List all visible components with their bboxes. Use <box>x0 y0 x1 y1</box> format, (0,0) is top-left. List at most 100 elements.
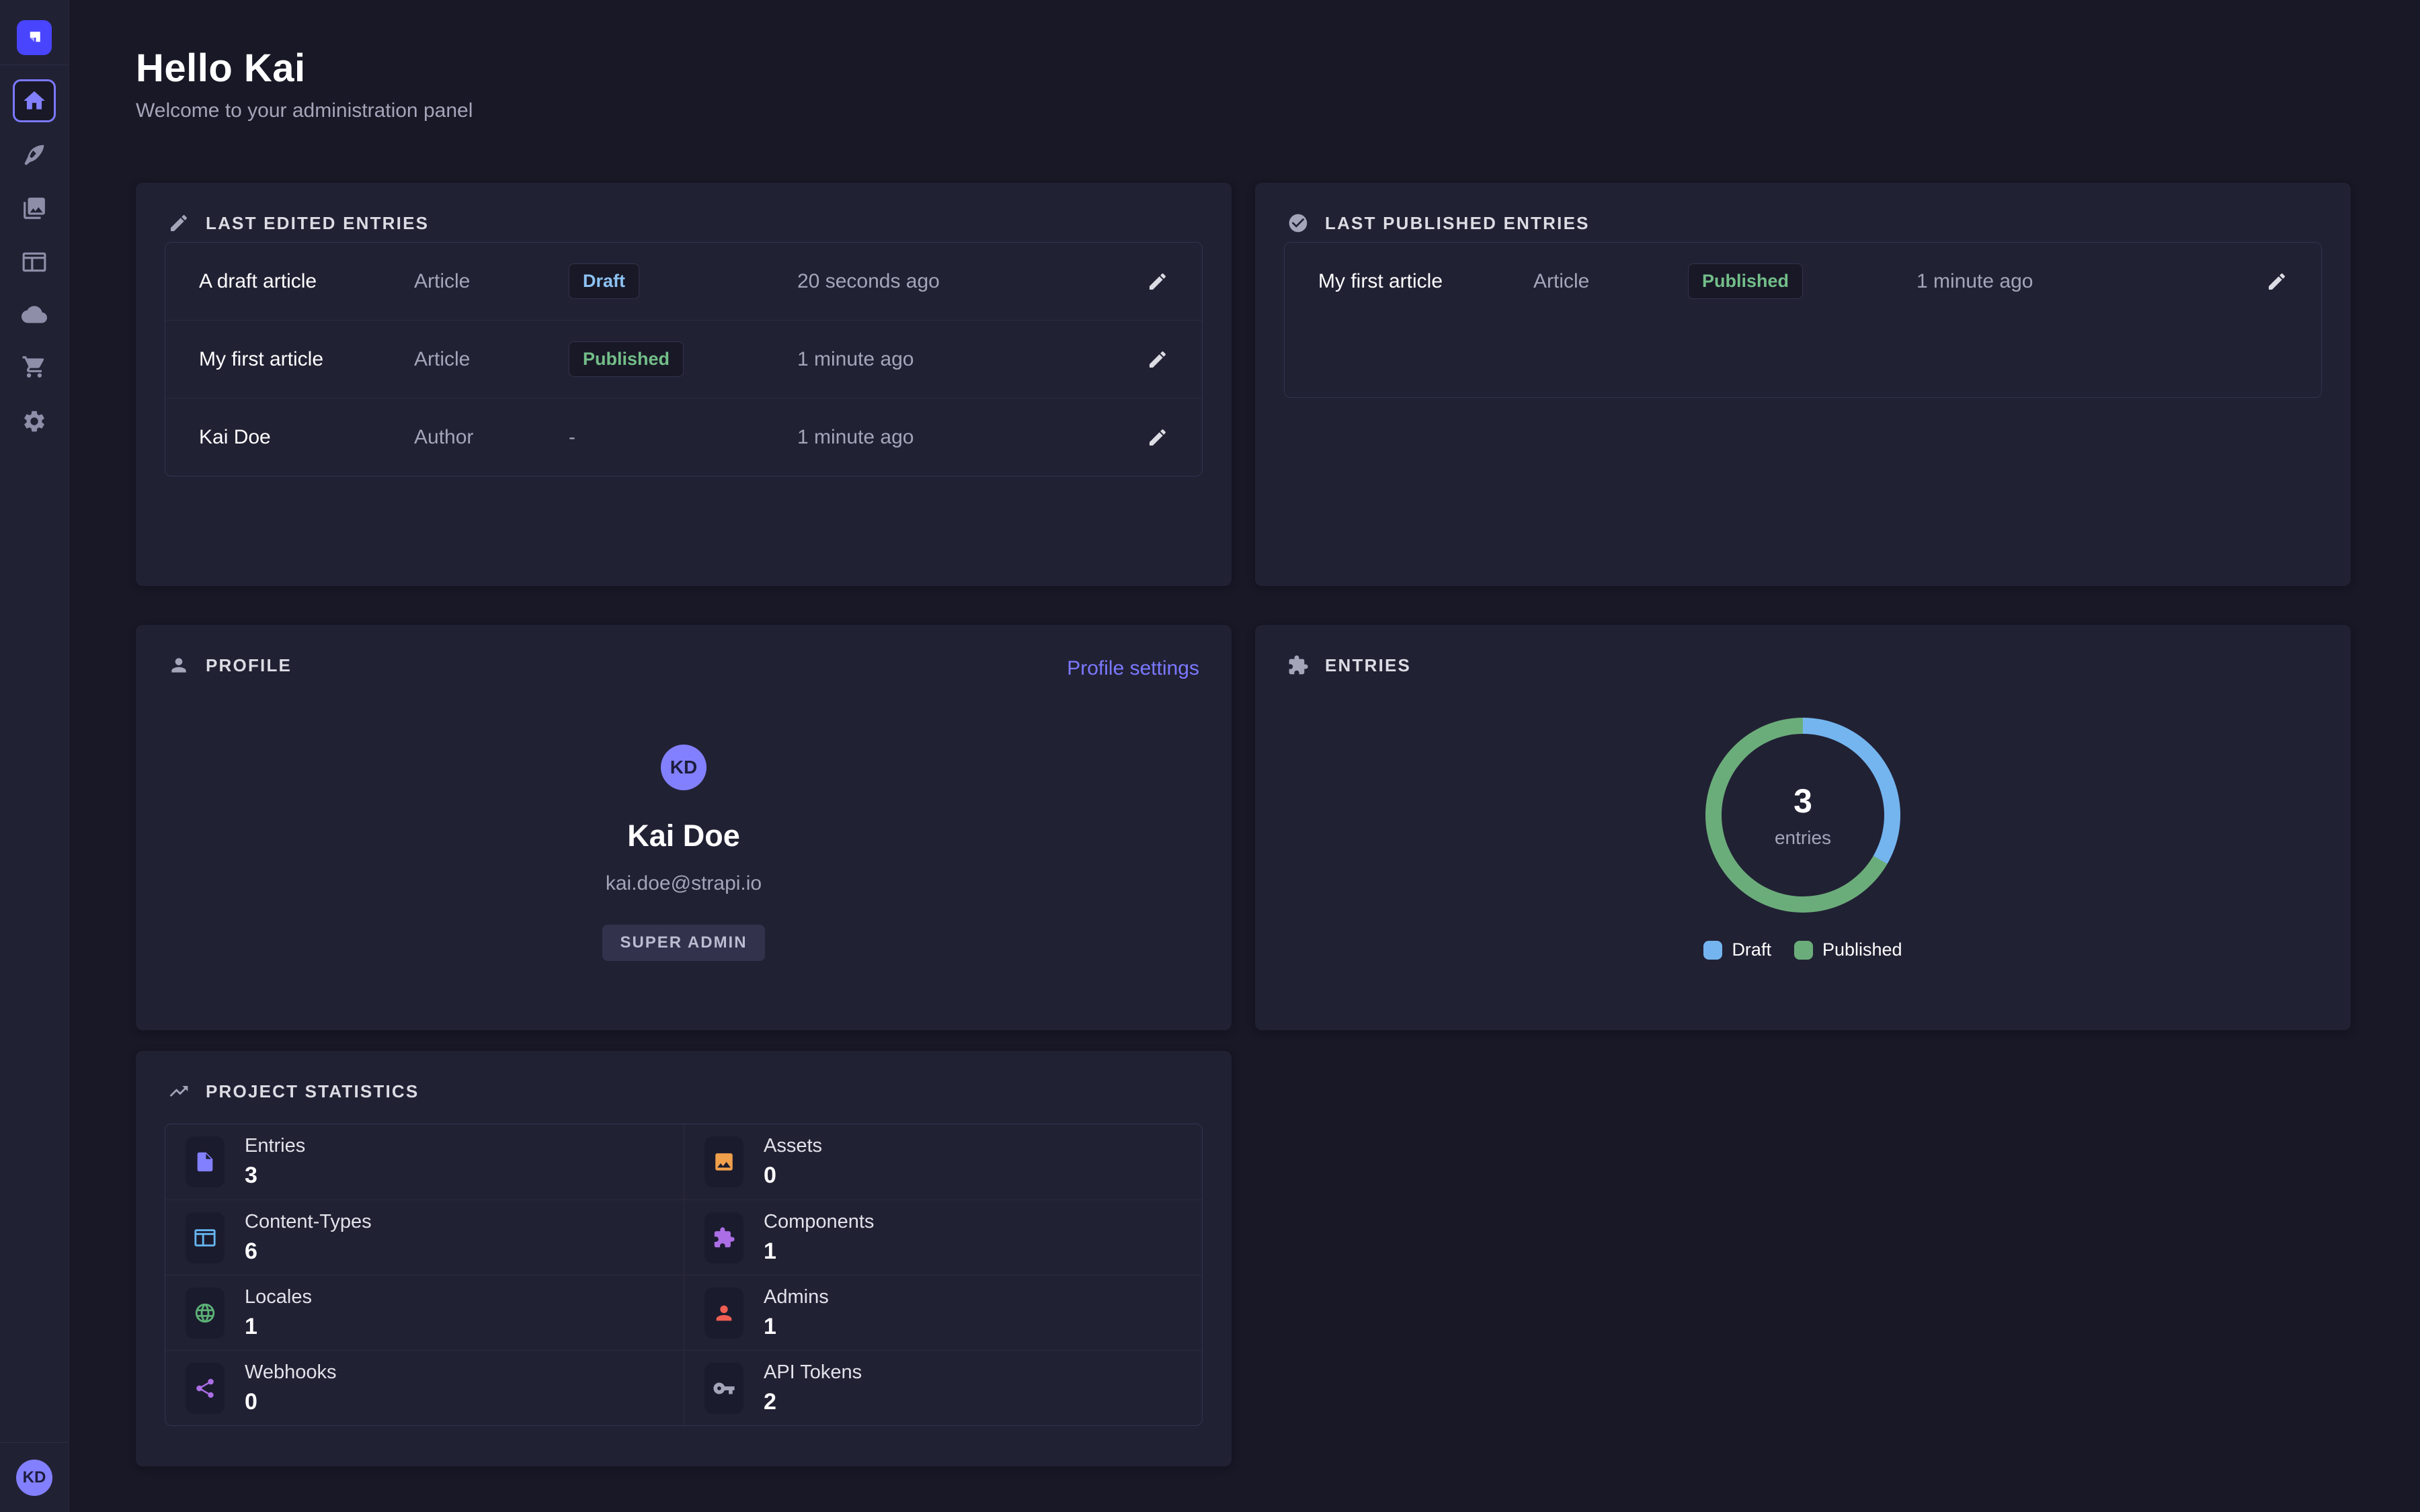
entry-type: Article <box>414 269 471 292</box>
entries-count-label: entries <box>1774 827 1832 848</box>
puzzle-icon <box>714 1226 735 1247</box>
pencil-icon <box>1150 351 1166 368</box>
page-title: Hello Kai <box>136 46 306 90</box>
edit-entry-button[interactable] <box>1147 349 1168 370</box>
profile-settings-link[interactable]: Profile settings <box>1067 657 1199 679</box>
entry-name: A draft article <box>199 269 317 292</box>
trending-up-icon <box>169 1086 188 1097</box>
strapi-logo-icon <box>30 32 40 42</box>
layout-icon <box>22 252 46 272</box>
entry-type: Article <box>414 347 471 370</box>
entry-time: 1 minute ago <box>1917 269 2033 292</box>
panel-title: PROFILE <box>206 655 292 675</box>
icon-tile <box>704 1287 743 1339</box>
stat-cell-locales: Locales 1 <box>165 1275 684 1350</box>
entries-panel: ENTRIES 3 entries Draft Published <box>1255 625 2351 1030</box>
status-badge: Published <box>1688 263 1804 299</box>
edit-entry-button[interactable] <box>1147 427 1168 448</box>
pictures-icon <box>24 198 45 219</box>
sidebar-item-settings[interactable] <box>13 400 56 443</box>
stat-cell-content-types: Content-Types 6 <box>165 1200 684 1275</box>
stat-label: Webhooks <box>245 1361 337 1383</box>
role-badge: SUPER ADMIN <box>602 925 765 961</box>
icon-tile <box>704 1136 743 1187</box>
sidebar-item-content-type-builder[interactable] <box>13 241 56 284</box>
sidebar-item-media-library[interactable] <box>13 187 56 230</box>
stat-label: Assets <box>764 1135 823 1157</box>
sidebar: KD <box>0 0 69 1512</box>
stat-label: Components <box>764 1210 875 1232</box>
stat-value: 0 <box>764 1163 776 1188</box>
panel-title: ENTRIES <box>1325 655 1412 675</box>
stat-value: 2 <box>764 1388 776 1415</box>
cloud-icon <box>22 306 47 323</box>
last-published-entries-panel: LAST PUBLISHED ENTRIES My first article … <box>1255 183 2351 586</box>
stat-value: 3 <box>245 1163 257 1188</box>
entries-donut-chart <box>1705 718 1900 913</box>
entries-header: ENTRIES <box>1287 655 1411 676</box>
check-circle-icon <box>1289 214 1307 233</box>
edit-entry-button[interactable] <box>1147 271 1168 292</box>
stat-cell-assets: Assets 0 <box>684 1124 1202 1200</box>
legend-label: Published <box>1822 939 1902 960</box>
sidebar-divider-bottom <box>0 1442 69 1443</box>
icon-tile <box>186 1212 225 1263</box>
legend-label: Draft <box>1732 939 1771 960</box>
project-statistics-header: PROJECT STATISTICS <box>168 1081 419 1102</box>
legend-item-published: Published <box>1793 939 1902 960</box>
stat-value: 6 <box>245 1238 257 1264</box>
entry-name: My first article <box>1318 269 1443 292</box>
pencil-icon <box>1150 273 1166 290</box>
donut-center-label: 3 entries <box>1705 718 1900 913</box>
icon-tile <box>186 1287 225 1339</box>
stat-label: API Tokens <box>764 1361 862 1383</box>
icon-tile <box>704 1362 743 1414</box>
table-row: A draft article Article Draft 20 seconds… <box>165 243 1202 320</box>
cart-icon <box>22 356 44 378</box>
profile-email: kai.doe@strapi.io <box>605 872 762 894</box>
table-row: My first article Article Published 1 min… <box>1285 243 2321 320</box>
stat-value: 0 <box>245 1388 257 1415</box>
stat-label: Entries <box>245 1135 306 1157</box>
entry-time: 1 minute ago <box>797 347 914 370</box>
profile-panel: PROFILE Profile settings KD Kai Doe kai.… <box>136 625 1232 1030</box>
icon-tile <box>704 1212 743 1263</box>
panel-title: LAST PUBLISHED ENTRIES <box>1325 212 1590 233</box>
published-swatch <box>1793 940 1813 960</box>
file-icon <box>197 1152 213 1172</box>
table-row: My first article Article Published 1 min… <box>165 320 1202 398</box>
icon-tile <box>186 1362 225 1414</box>
sidebar-item-deploy[interactable] <box>13 293 56 336</box>
entries-count: 3 <box>1793 782 1812 820</box>
entry-name: Kai Doe <box>199 425 271 448</box>
stat-cell-api-tokens: API Tokens 2 <box>684 1350 1202 1425</box>
sidebar-item-home[interactable] <box>13 79 56 122</box>
legend-item-draft: Draft <box>1703 939 1771 960</box>
strapi-logo[interactable] <box>17 20 52 55</box>
last-published-entries-header: LAST PUBLISHED ENTRIES <box>1287 212 1590 234</box>
sidebar-item-content-manager[interactable] <box>13 133 56 176</box>
page-subtitle: Welcome to your administration panel <box>136 99 473 122</box>
stat-label: Content-Types <box>245 1210 372 1232</box>
picture-icon <box>715 1153 733 1171</box>
globe-icon <box>195 1303 215 1322</box>
pencil-icon <box>1150 429 1166 446</box>
puzzle-icon <box>1289 655 1308 675</box>
edit-entry-button[interactable] <box>2266 271 2288 292</box>
profile-card: KD Kai Doe kai.doe@strapi.io SUPER ADMIN <box>136 745 1232 961</box>
stat-cell-admins: Admins 1 <box>684 1275 1202 1350</box>
user-avatar[interactable]: KD <box>16 1460 52 1496</box>
last-published-entries-table: My first article Article Published 1 min… <box>1284 242 2322 398</box>
status-badge: Draft <box>569 263 640 299</box>
key-icon <box>713 1382 735 1394</box>
home-icon <box>24 91 45 110</box>
layout-icon <box>194 1228 216 1247</box>
status-badge: Published <box>569 341 684 377</box>
last-edited-entries-table: A draft article Article Draft 20 seconds… <box>165 242 1203 476</box>
stat-value: 1 <box>245 1313 257 1339</box>
table-row: Kai Doe Author - 1 minute ago <box>165 398 1202 476</box>
statistics-table: Entries 3 Assets 0 Content-Types <box>165 1124 1203 1426</box>
sidebar-item-marketplace[interactable] <box>13 345 56 388</box>
draft-swatch <box>1703 940 1723 960</box>
stat-label: Admins <box>764 1286 829 1308</box>
